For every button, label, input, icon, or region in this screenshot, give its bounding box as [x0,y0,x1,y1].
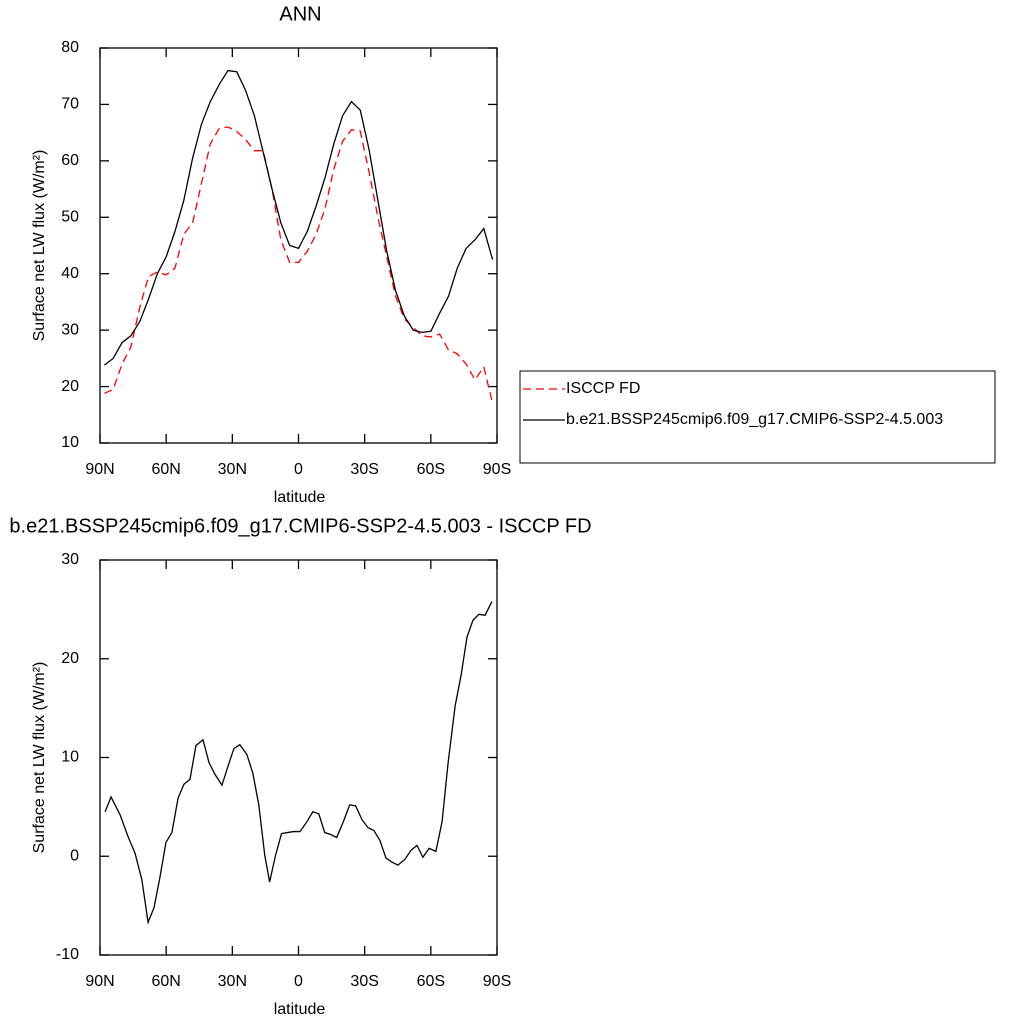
x-tick-label: 60N [151,461,180,478]
x-tick-label: 30N [218,461,247,478]
x-tick-label: 0 [294,973,303,990]
y-axis-label: Surface net LW flux (W/m²) [31,150,48,342]
chart-title: b.e21.BSSP245cmip6.f09_g17.CMIP6-SSP2-4.… [9,515,591,537]
x-tick-label: 30N [218,973,247,990]
x-tick-label: 0 [294,461,303,478]
y-tick-label: 80 [61,39,79,56]
x-tick-label: 60S [417,461,445,478]
y-tick-label: -10 [56,946,79,963]
y-tick-label: 10 [61,434,79,451]
data-line [104,126,494,404]
plot-frame [99,47,498,444]
y-tick-label: 40 [61,265,79,282]
x-tick-label: 90N [85,461,114,478]
x-axis-label: latitude [274,489,326,506]
y-tick-label: 50 [61,209,79,226]
x-axis-label: latitude [274,1001,326,1018]
legend-label: ISCCP FD [566,380,640,397]
y-tick-label: 20 [61,378,79,395]
y-tick-label: 30 [61,321,79,338]
x-tick-label: 90N [85,973,114,990]
legend-label: b.e21.BSSP245cmip6.f09_g17.CMIP6-SSP2-4.… [566,411,943,428]
plot-frame [99,559,498,956]
chart-title: ANN [279,3,321,25]
y-tick-label: 10 [61,749,79,766]
x-tick-label: 60S [417,973,445,990]
x-tick-label: 90S [483,973,511,990]
x-tick-label: 30S [350,461,378,478]
y-tick-label: 20 [61,650,79,667]
y-tick-label: 0 [70,847,79,864]
y-axis-label: Surface net LW flux (W/m²) [31,662,48,854]
y-tick-label: 70 [61,96,79,113]
y-tick-label: 30 [61,551,79,568]
y-tick-label: 60 [61,152,79,169]
data-line [104,69,494,366]
data-line [104,601,493,925]
legend-box [519,370,996,464]
x-tick-label: 60N [151,973,180,990]
x-tick-label: 90S [483,461,511,478]
x-tick-label: 30S [350,973,378,990]
